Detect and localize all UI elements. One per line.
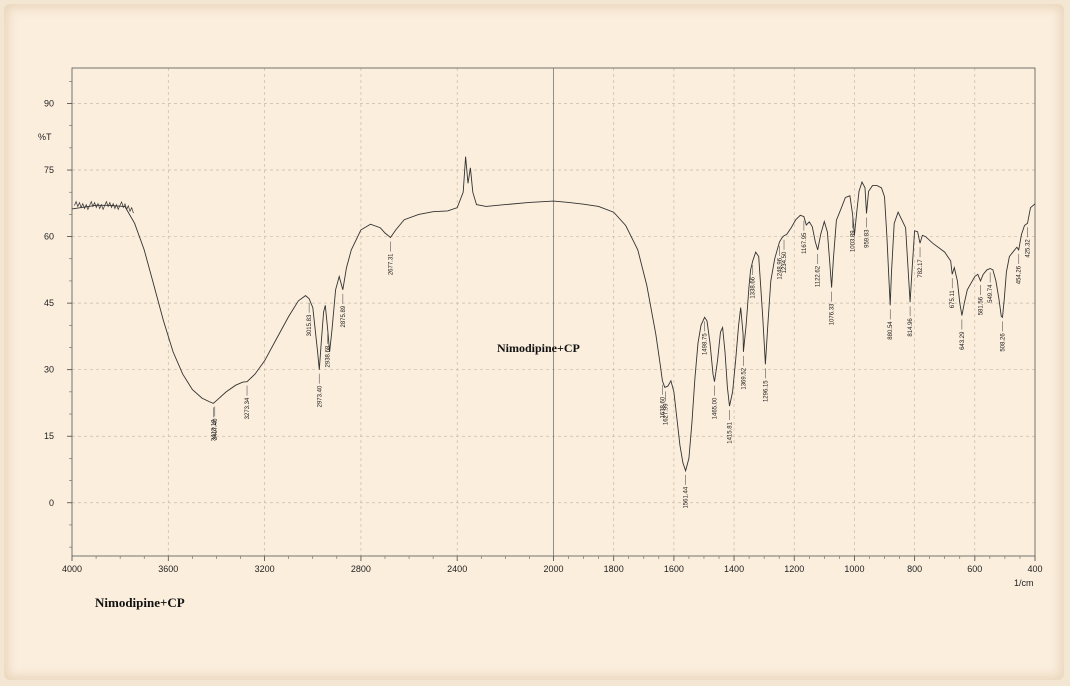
y-axis-label: %T bbox=[38, 132, 52, 142]
peak-label: 1465.00 bbox=[713, 397, 719, 419]
peak-label: 1248.96 bbox=[778, 257, 784, 279]
peak-label: 1167.95 bbox=[802, 232, 808, 254]
peak-label: 1638.60 bbox=[660, 396, 666, 418]
peak-label: 1627.99 bbox=[663, 403, 669, 425]
y-tick-label: 15 bbox=[44, 431, 54, 441]
spectrum-noise-segment bbox=[74, 200, 134, 214]
peak-label: 1415.81 bbox=[728, 421, 734, 443]
peak-label: 782.17 bbox=[918, 259, 924, 278]
axis-ticks: 4000 3600 3200 2800 2400 2000 1800 1600 1400 1200… bbox=[44, 81, 1043, 574]
x-tick-label: 800 bbox=[907, 564, 922, 574]
peak-label: 549.74 bbox=[988, 284, 994, 303]
peak-label: 425.32 bbox=[1025, 239, 1031, 258]
peak-label: 675.11 bbox=[950, 290, 956, 309]
x-tick-label: 1000 bbox=[844, 564, 864, 574]
x-tick-label: 1200 bbox=[784, 564, 804, 574]
peak-label: 3413.19 bbox=[211, 419, 217, 441]
peak-label: 814.96 bbox=[908, 318, 914, 337]
x-tick-label: 1600 bbox=[664, 564, 684, 574]
y-tick-label: 90 bbox=[44, 98, 54, 108]
peak-label: 643.29 bbox=[960, 331, 966, 350]
x-tick-label: 600 bbox=[967, 564, 982, 574]
chart-caption: Nimodipine+CP bbox=[95, 595, 185, 610]
y-tick-label: 60 bbox=[44, 232, 54, 242]
peak-label: 880.54 bbox=[888, 321, 894, 340]
y-tick-label: 0 bbox=[49, 498, 54, 508]
y-tick-label: 45 bbox=[44, 298, 54, 308]
x-tick-label: 2000 bbox=[543, 564, 563, 574]
peak-label: 2875.89 bbox=[341, 305, 347, 327]
y-tick-label: 75 bbox=[44, 165, 54, 175]
peak-label: 1369.52 bbox=[741, 367, 747, 389]
peak-label: 1234.50 bbox=[782, 251, 788, 273]
peak-label: 3273.34 bbox=[245, 397, 251, 419]
peak-label: 1498.75 bbox=[703, 333, 709, 355]
spectrum-annotation: Nimodipine+CP bbox=[497, 341, 580, 355]
peak-label: 1076.33 bbox=[830, 303, 836, 325]
x-tick-label: 3200 bbox=[255, 564, 275, 574]
peak-label: 508.26 bbox=[1000, 333, 1006, 352]
peak-label: 454.26 bbox=[1017, 265, 1023, 284]
x-axis-unit: 1/cm bbox=[1014, 578, 1034, 588]
y-tick-label: 30 bbox=[44, 365, 54, 375]
x-tick-label: 400 bbox=[1027, 564, 1042, 574]
peak-label: 959.83 bbox=[864, 229, 870, 248]
x-tick-label: 3600 bbox=[158, 564, 178, 574]
peak-label: 2938.68 bbox=[326, 345, 332, 367]
peak-label: 3407.40 bbox=[213, 418, 219, 440]
peak-label: 1338.66 bbox=[751, 276, 757, 298]
x-tick-label: 1400 bbox=[724, 564, 744, 574]
x-tick-label: 1800 bbox=[604, 564, 624, 574]
peak-label: 1561.44 bbox=[684, 486, 690, 508]
peak-label: 581.56 bbox=[979, 296, 985, 315]
chart-frame bbox=[4, 4, 1064, 680]
peak-label: 2973.40 bbox=[317, 385, 323, 407]
x-tick-label: 4000 bbox=[62, 564, 82, 574]
peak-label: 2677.31 bbox=[389, 253, 395, 275]
peak-label: 1296.15 bbox=[763, 380, 769, 402]
peak-label: 3015.83 bbox=[307, 314, 313, 336]
x-tick-label: 2400 bbox=[447, 564, 467, 574]
peak-label: 1003.89 bbox=[851, 230, 857, 252]
peak-label: 1122.62 bbox=[816, 265, 822, 287]
spectrum-line bbox=[71, 156, 1036, 473]
x-tick-label: 2800 bbox=[351, 564, 371, 574]
